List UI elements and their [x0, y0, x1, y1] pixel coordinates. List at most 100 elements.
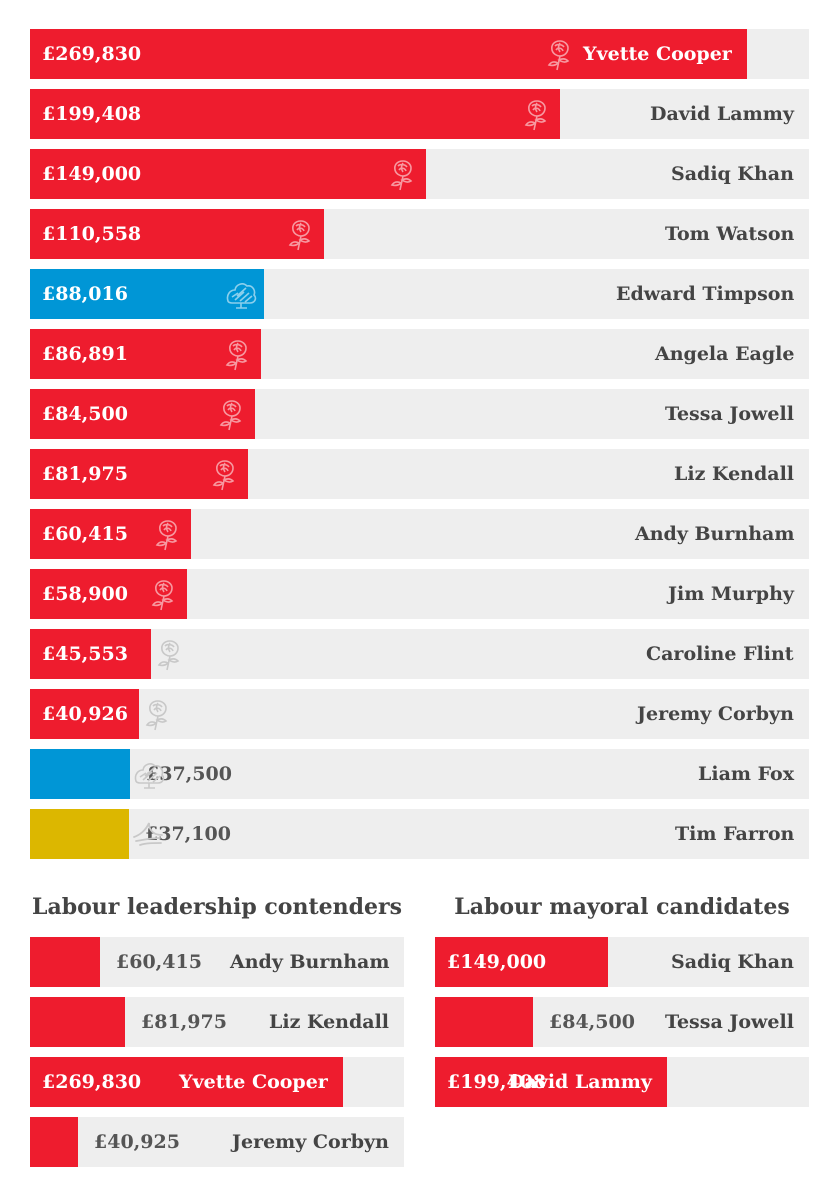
bar [30, 997, 125, 1047]
candidate-name: Liam Fox [698, 763, 795, 785]
bar-row: £84,500 Tessa Jowell [435, 997, 809, 1047]
candidate-name: David Lammy [508, 1071, 652, 1093]
bar-value-label: £84,500 [549, 1011, 635, 1033]
bar-row: £40,925 Jeremy Corbyn [30, 1117, 404, 1167]
candidate-name: Liz Kendall [269, 1011, 390, 1033]
bar [30, 149, 426, 199]
bar-value-label: £37,100 [145, 823, 231, 845]
bar-row: £81,975 Liz Kendall [30, 449, 809, 499]
bar [30, 29, 747, 79]
bar-value-label: £110,558 [42, 223, 142, 245]
bar [30, 1057, 343, 1107]
bar [30, 937, 100, 987]
candidate-name: Jeremy Corbyn [637, 703, 794, 725]
bar-row: £37,100 Tim Farron [30, 809, 809, 859]
bar [30, 329, 261, 379]
candidate-name: Jim Murphy [668, 583, 794, 605]
bar [30, 809, 129, 859]
bar-value-label: £58,900 [42, 583, 128, 605]
bar [435, 937, 608, 987]
candidate-name: Angela Eagle [655, 343, 795, 365]
bar [30, 1117, 78, 1167]
bar [30, 449, 248, 499]
candidate-name: Sadiq Khan [671, 163, 794, 185]
bar [30, 689, 139, 739]
bar [30, 209, 324, 259]
candidate-name: Andy Burnham [635, 523, 795, 545]
bar-value-label: £199,408 [42, 103, 142, 125]
bar-value-label: £81,975 [42, 463, 128, 485]
bar-row: £149,000 Sadiq Khan [30, 149, 809, 199]
candidate-name: Yvette Cooper [179, 1071, 328, 1093]
bar [435, 1057, 667, 1107]
bar [30, 629, 151, 679]
rose-icon [547, 40, 570, 71]
rose-icon [151, 580, 174, 611]
bar-value-label: £60,415 [42, 523, 128, 545]
candidate-name: Sadiq Khan [671, 951, 794, 973]
bar-value-label: £60,415 [116, 951, 202, 973]
bar [30, 269, 264, 319]
bar-value-label: £269,830 [42, 43, 142, 65]
bar-row: £60,415 Andy Burnham [30, 509, 809, 559]
candidate-name: Tom Watson [665, 223, 795, 245]
candidate-name: Yvette Cooper [583, 43, 732, 65]
bar-value-label: £86,891 [42, 343, 128, 365]
tree-icon [134, 763, 165, 789]
mayoral-title: Labour mayoral candidates [454, 894, 790, 920]
bar-row: £149,000 Sadiq Khan [435, 937, 809, 987]
bar-row: £84,500 Tessa Jowell [30, 389, 809, 439]
bar-value-label: £149,000 [447, 951, 547, 973]
candidate-name: Liz Kendall [674, 463, 795, 485]
bar-row: £45,553 Caroline Flint [30, 629, 809, 679]
bar-value-label: £40,925 [94, 1131, 180, 1153]
candidate-name: Tessa Jowell [665, 1011, 794, 1033]
bar-row: £86,891 Angela Eagle [30, 329, 809, 379]
bar-value-label: £269,830 [42, 1071, 142, 1093]
bar-row: £88,016 Edward Timpson [30, 269, 809, 319]
candidate-name: David Lammy [650, 103, 794, 125]
bar-value-label: £199,408 [447, 1071, 547, 1093]
leadership-title: Labour leadership contenders [32, 894, 402, 920]
bar-row: £81,975 Liz Kendall [30, 997, 404, 1047]
bar-row: £60,415 Andy Burnham [30, 937, 404, 987]
rose-icon [145, 700, 168, 731]
bar-row: £37,500 Liam Fox [30, 749, 809, 799]
bar-value-label: £40,926 [42, 703, 128, 725]
bar-value-label: £88,016 [42, 283, 128, 305]
tree-icon [226, 283, 257, 309]
bar-row: £58,900 Jim Murphy [30, 569, 809, 619]
bar-row: £269,830 Yvette Cooper [30, 1057, 404, 1107]
bar-row: £199,408 David Lammy [30, 89, 809, 139]
bar [30, 749, 130, 799]
candidate-name: Jeremy Corbyn [232, 1131, 389, 1153]
bar-value-label: £84,500 [42, 403, 128, 425]
bird-icon [133, 822, 163, 846]
bar [30, 389, 255, 439]
bar [30, 89, 560, 139]
bar-row: £40,926 Jeremy Corbyn [30, 689, 809, 739]
bar-value-label: £81,975 [141, 1011, 227, 1033]
bar-row: £199,408 David Lammy [435, 1057, 809, 1107]
rose-icon [288, 220, 311, 251]
rose-icon [219, 400, 242, 431]
bar-row: £269,830 Yvette Cooper [30, 29, 809, 79]
rose-icon [212, 460, 235, 491]
bar-value-label: £45,553 [42, 643, 128, 665]
rose-icon [390, 160, 413, 191]
rose-icon [157, 640, 180, 671]
bar [30, 569, 187, 619]
rose-icon [524, 100, 547, 131]
bar-value-label: £37,500 [146, 763, 232, 785]
bar [30, 509, 191, 559]
bar-row: £110,558 Tom Watson [30, 209, 809, 259]
candidate-name: Tessa Jowell [665, 403, 794, 425]
rose-icon [155, 520, 178, 551]
candidate-name: Andy Burnham [230, 951, 390, 973]
rose-icon [225, 340, 248, 371]
candidate-name: Edward Timpson [616, 283, 795, 305]
candidate-name: Caroline Flint [646, 643, 794, 665]
bar [435, 997, 533, 1047]
candidate-name: Tim Farron [675, 823, 795, 845]
bar-value-label: £149,000 [42, 163, 142, 185]
